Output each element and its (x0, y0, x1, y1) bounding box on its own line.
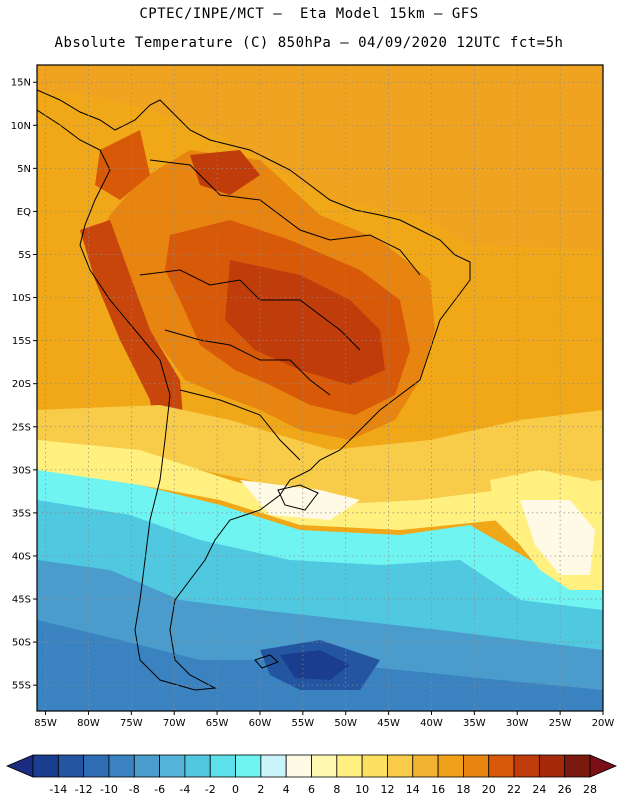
temperature-field (37, 65, 603, 711)
colorbar-label: 4 (283, 783, 290, 796)
lat-label: 20S (12, 379, 31, 390)
colorbar-swatch (463, 754, 490, 778)
colorbar-label: -6 (154, 783, 165, 796)
colorbar-swatch (57, 754, 85, 778)
colorbar-over-arrow (589, 754, 618, 778)
colorbar-label: 0 (232, 783, 239, 796)
colorbar-label: -10 (100, 783, 118, 796)
colorbar-label: 12 (380, 783, 394, 796)
lon-label: 35W (463, 718, 486, 729)
colorbar-label: 16 (431, 783, 445, 796)
colorbar-label: 28 (583, 783, 597, 796)
colorbar-label: -14 (49, 783, 67, 796)
lon-label: 65W (206, 718, 229, 729)
lat-label: 15N (11, 78, 31, 89)
colorbar-swatch (32, 754, 59, 778)
colorbar-label: 20 (482, 783, 496, 796)
colorbar-label: -8 (129, 783, 140, 796)
lon-label: 40W (420, 718, 443, 729)
colorbar-swatch (83, 754, 110, 778)
colorbar-label: 26 (558, 783, 572, 796)
colorbar-swatch (513, 754, 540, 778)
lon-label: 75W (120, 718, 143, 729)
colorbar-swatch (387, 754, 414, 778)
colorbar-swatch (564, 754, 591, 778)
lat-label: 25S (12, 422, 31, 433)
colorbar-label: 10 (355, 783, 369, 796)
lon-label: 80W (77, 718, 100, 729)
lat-label: 10S (12, 293, 31, 304)
colorbar-swatch (260, 754, 287, 778)
colorbar-label: 14 (406, 783, 420, 796)
colorbar: -14 -12 -10 -8 -6 -4 -2 0 2 4 6 8 10 12 14 16 18 20 22 24 26… (5, 754, 618, 796)
coastline (37, 89, 471, 691)
colorbar-swatch (108, 754, 135, 778)
lon-label: 85W (34, 718, 57, 729)
lat-label: 5S (18, 250, 31, 261)
lat-label: 45S (12, 595, 31, 606)
colorbar-swatch (311, 754, 338, 778)
colorbar-swatch (488, 754, 515, 778)
lat-label: EQ (17, 207, 31, 218)
lat-label: 50S (12, 638, 31, 649)
lon-label: 50W (334, 718, 357, 729)
lon-label: 20W (592, 718, 615, 729)
colorbar-label: 18 (456, 783, 470, 796)
lat-label: 35S (12, 508, 31, 519)
colorbar-label: -4 (179, 783, 190, 796)
lat-label: 30S (12, 465, 31, 476)
lon-label: 25W (549, 718, 572, 729)
colorbar-swatch (159, 754, 186, 778)
colorbar-under-arrow (5, 754, 34, 778)
longitude-labels: 85W 80W 75W 70W 65W 60W 55W 50W 45W 40W 35W 30W 25W 2… (34, 711, 614, 729)
lon-label: 60W (249, 718, 272, 729)
colorbar-swatch (209, 754, 236, 778)
lat-label: 55S (12, 681, 31, 692)
colorbar-swatch (538, 754, 566, 778)
lat-label: 40S (12, 551, 31, 562)
map-subtitle: Absolute Temperature (C) 850hPa – 04/09/… (54, 35, 564, 51)
lat-label: 15S (12, 336, 31, 347)
colorbar-label: 22 (507, 783, 521, 796)
map-title: CPTEC/INPE/MCT – Eta Model 15km – GFS (139, 6, 479, 22)
lon-label: 45W (377, 718, 400, 729)
lat-label: 10N (11, 121, 31, 132)
colorbar-swatch (412, 754, 439, 778)
map-frame (36, 64, 604, 712)
colorbar-label: 24 (532, 783, 546, 796)
colorbar-swatch (235, 754, 262, 778)
latitude-labels: 15N 10N 5N EQ 5S 10S 15S 20S 25S 30S 35S 40S 45S 50S 5… (11, 78, 37, 692)
lon-label: 70W (163, 718, 186, 729)
colorbar-swatch (437, 754, 464, 778)
colorbar-label: 6 (308, 783, 315, 796)
colorbar-swatch (336, 754, 363, 778)
colorbar-swatch (133, 754, 160, 778)
colorbar-label: 8 (333, 783, 340, 796)
colorbar-swatch (285, 754, 312, 778)
lat-label: 5N (17, 164, 31, 175)
colorbar-label: -12 (75, 783, 93, 796)
colorbar-swatch (361, 754, 388, 778)
lon-label: 55W (292, 718, 315, 729)
colorbar-label: -2 (205, 783, 216, 796)
colorbar-label: 2 (257, 783, 264, 796)
lon-label: 30W (506, 718, 529, 729)
colorbar-swatch (184, 754, 211, 778)
